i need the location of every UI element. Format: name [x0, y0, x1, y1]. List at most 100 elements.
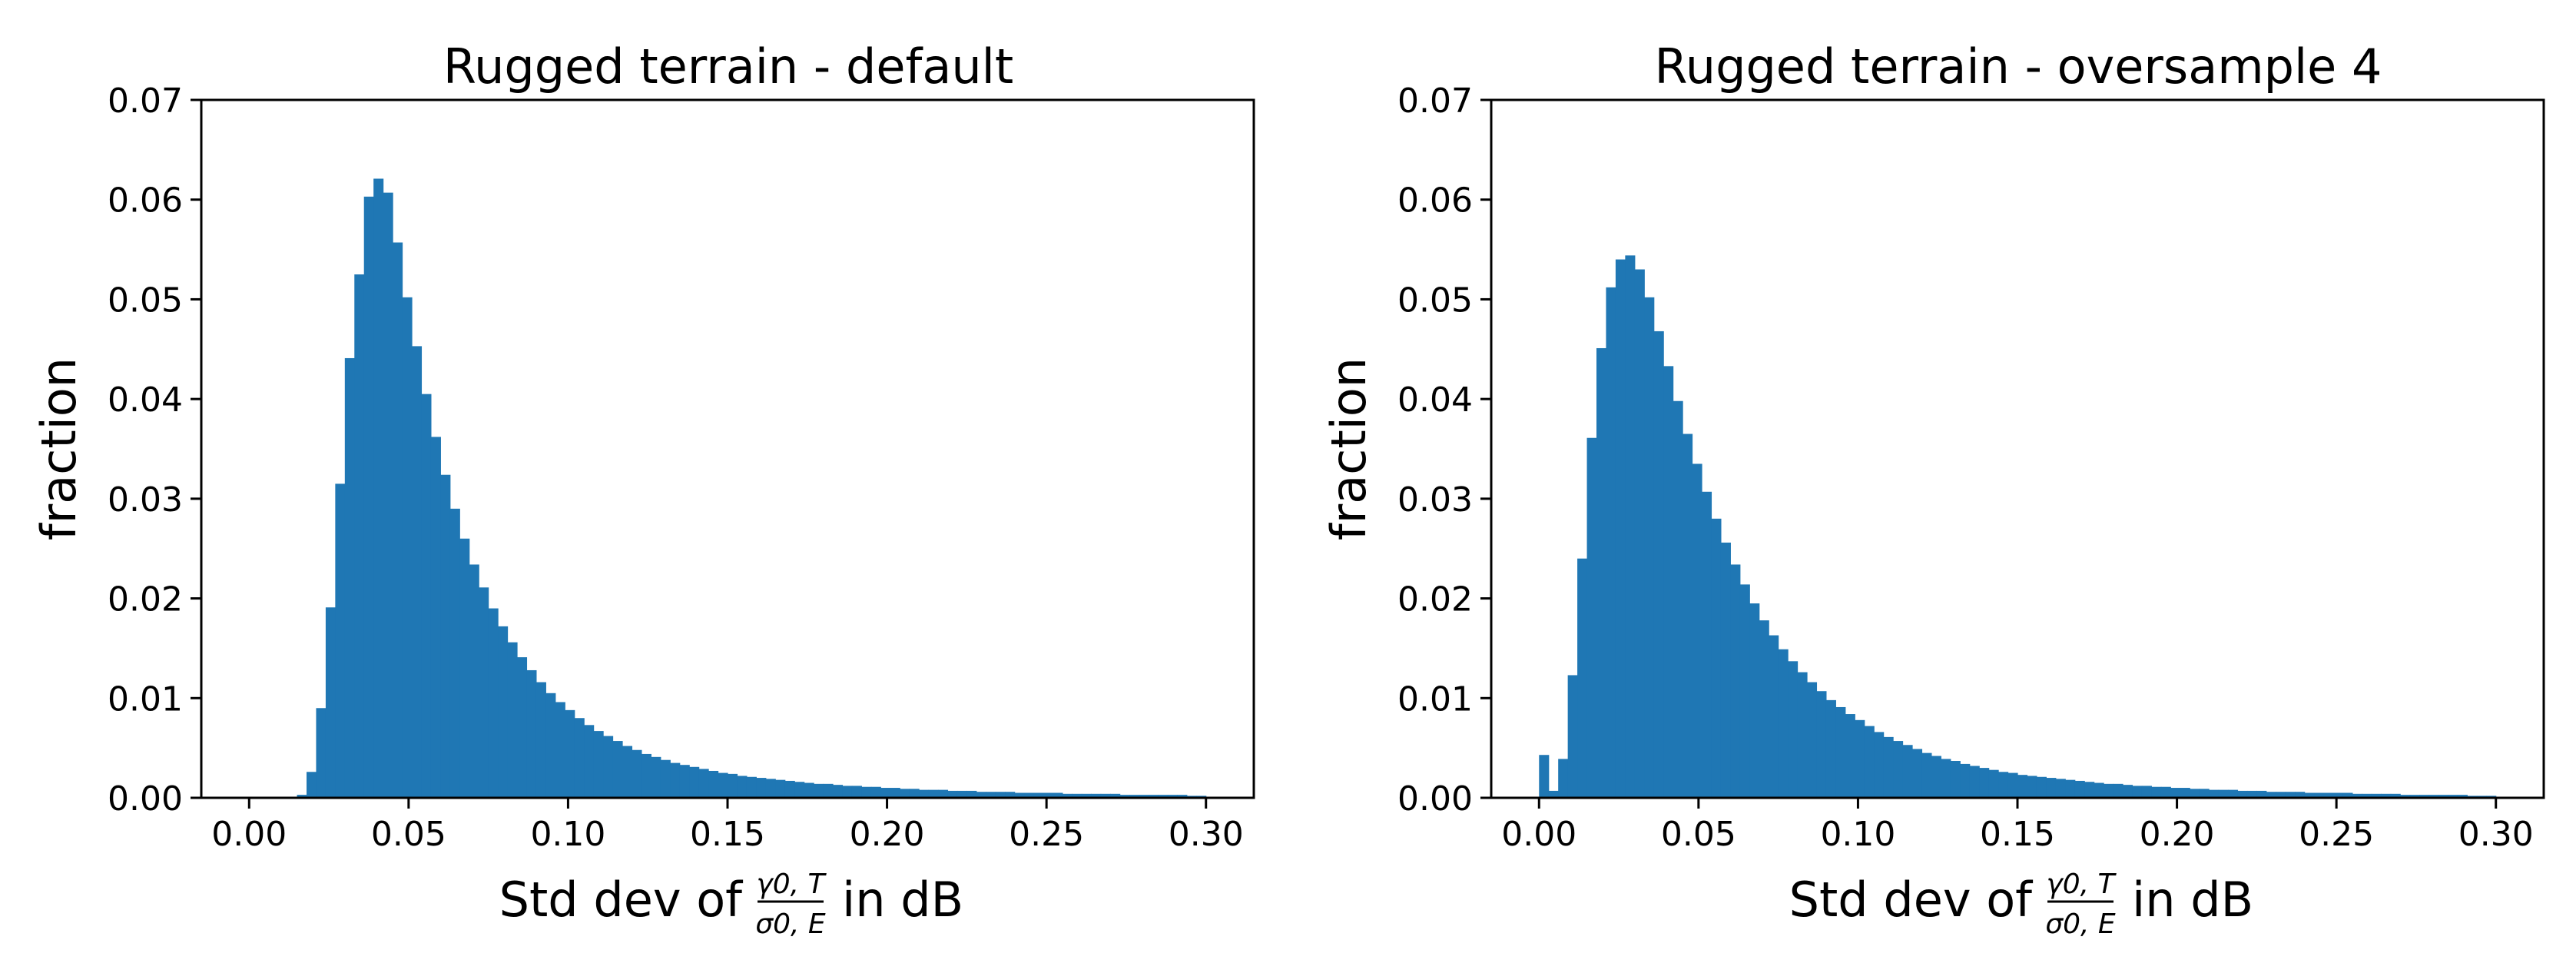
histogram-bar — [2314, 792, 2325, 798]
histogram-bar — [2007, 772, 2018, 798]
histogram-bar — [335, 483, 346, 798]
chart-title: Rugged terrain - default — [443, 38, 1013, 95]
x-axis-label-prefix: Std dev of — [499, 872, 744, 928]
y-ticks: 0.00 0.01 0.02 0.03 0.04 0.05 0.06 0.07 — [1397, 81, 1491, 819]
y-tick-label: 0.05 — [1397, 281, 1473, 320]
histogram-bar — [1167, 795, 1178, 798]
histogram-bar — [1912, 749, 1923, 798]
histogram-bar — [2199, 789, 2210, 798]
bars-group — [297, 178, 1207, 799]
histogram-bar — [507, 642, 518, 798]
x-tick-label: 0.05 — [371, 815, 446, 854]
x-tick-label: 0.20 — [2140, 815, 2215, 854]
y-tick-label: 0.02 — [108, 580, 183, 620]
histogram-bar — [430, 437, 441, 798]
histogram-bar — [861, 786, 872, 798]
histogram-bar — [2084, 782, 2095, 798]
histogram-bar — [2457, 795, 2468, 798]
histogram-bar — [1653, 331, 1664, 798]
histogram-bar — [1893, 741, 1904, 798]
x-axis-label-numerator: γ0, T — [756, 869, 827, 900]
histogram-bar — [670, 762, 681, 798]
histogram-bar — [2190, 789, 2200, 798]
histogram-bar — [2246, 790, 2257, 798]
histogram-bar — [1739, 584, 1750, 798]
histogram-bar — [393, 242, 403, 798]
histogram-bar — [823, 783, 834, 798]
histogram-bar — [1797, 672, 1808, 798]
histogram-bar — [833, 785, 844, 798]
histogram-bar — [890, 788, 900, 798]
histogram-bar — [2419, 795, 2430, 798]
histogram-bar — [1149, 795, 1159, 798]
x-ticks: 0.00 0.05 0.10 0.15 0.20 0.25 0.30 — [211, 798, 1244, 854]
x-tick-label: 0.00 — [1501, 815, 1576, 854]
histogram-bar — [1100, 793, 1111, 798]
histogram-bar — [928, 789, 939, 798]
histogram-bar — [1043, 792, 1054, 798]
histogram-bar — [1749, 603, 1760, 798]
histogram-bar — [1960, 763, 1971, 798]
histogram-bar — [1692, 463, 1702, 798]
y-tick-label: 0.02 — [1397, 580, 1473, 620]
histogram-bar — [2046, 778, 2057, 798]
histogram-bar — [2409, 795, 2420, 798]
histogram-bar — [2333, 792, 2344, 798]
histogram-bar — [2027, 776, 2037, 798]
histogram-bar — [966, 790, 977, 798]
y-tick-label: 0.06 — [1397, 181, 1473, 221]
histogram-bar — [2170, 788, 2181, 798]
histogram-panel-default: Rugged terrain - default 0.000.010.020.0… — [31, 38, 1255, 940]
histogram-bar — [1874, 732, 1885, 798]
histogram-bar — [1969, 766, 1980, 798]
histogram-bar — [545, 693, 556, 798]
x-tick-label: 0.15 — [690, 815, 765, 854]
histogram-bar — [1053, 792, 1063, 798]
histogram-bar — [2113, 783, 2123, 798]
histogram-bar — [2218, 789, 2229, 798]
histogram-bar — [383, 192, 393, 798]
y-tick-label: 0.05 — [108, 281, 183, 320]
histogram-bar — [2371, 793, 2382, 798]
histogram-bar — [1845, 714, 1855, 798]
histogram-bar — [2209, 789, 2220, 798]
histogram-bar — [995, 792, 1006, 798]
histogram-bar — [2237, 790, 2248, 798]
x-tick-label: 0.10 — [530, 815, 605, 854]
histogram-bar — [2381, 793, 2392, 798]
histogram-bar — [2266, 792, 2276, 798]
histogram-bar — [1778, 649, 1789, 798]
histogram-bar — [574, 718, 585, 798]
histogram-bar — [1663, 366, 1674, 799]
histogram-bar — [1702, 491, 1712, 798]
histogram-bar — [814, 783, 824, 798]
histogram-bar — [851, 786, 862, 798]
chart-title: Rugged terrain - oversample 4 — [1655, 38, 2382, 95]
histogram-bar — [986, 792, 996, 798]
histogram-bar — [421, 394, 432, 798]
histogram-bar — [1539, 755, 1550, 798]
histogram-bar — [1835, 706, 1846, 798]
histogram-bar — [479, 587, 489, 798]
histogram-bar — [1177, 795, 1188, 798]
histogram-bar — [1720, 542, 1731, 798]
histogram-bar — [488, 608, 499, 798]
histogram-bar — [449, 508, 460, 798]
histogram-bar — [1998, 772, 2009, 798]
histogram-bar — [1979, 768, 1990, 798]
histogram-bar — [1081, 793, 1092, 798]
histogram-bar — [1644, 297, 1655, 799]
histogram-bar — [2123, 785, 2133, 798]
histogram-bar — [909, 789, 920, 798]
histogram-bar — [2055, 779, 2066, 798]
histogram-bar — [775, 779, 786, 798]
histogram-bar — [2180, 788, 2190, 798]
histogram-bar — [1931, 756, 1941, 798]
histogram-bar — [2448, 795, 2458, 798]
histogram-bar — [1005, 792, 1016, 798]
histogram-bar — [2390, 793, 2401, 798]
histogram-bar — [307, 772, 317, 798]
histogram-bar — [1634, 269, 1645, 798]
histogram-bar — [2256, 790, 2267, 798]
histogram-bar — [718, 772, 728, 798]
